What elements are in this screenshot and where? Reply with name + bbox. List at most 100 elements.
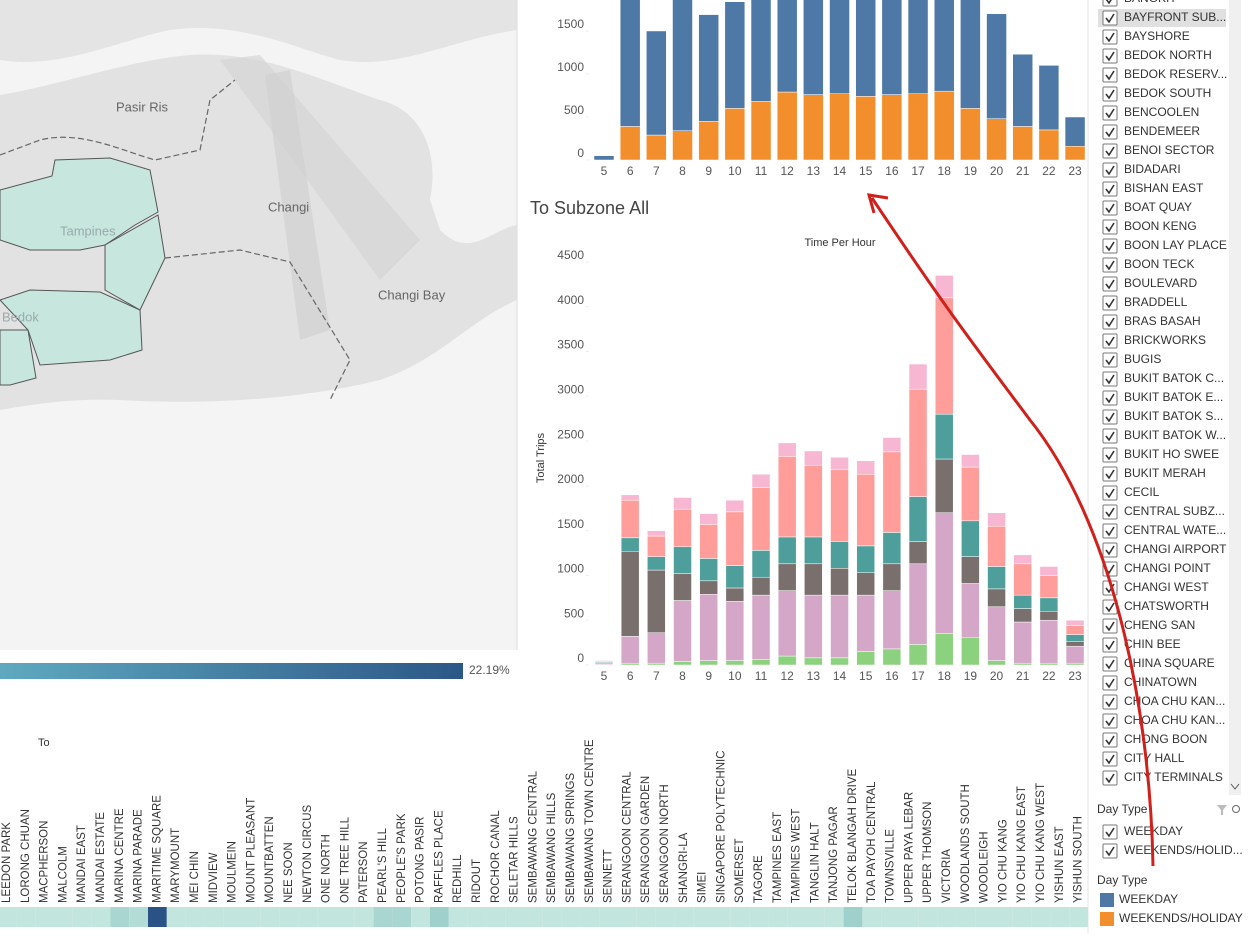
- filter-item[interactable]: BUKIT BATOK S...: [1124, 409, 1223, 423]
- filter-item[interactable]: BRADDELL: [1124, 295, 1188, 309]
- heatmap-cell[interactable]: [0, 907, 17, 927]
- filter-item[interactable]: BIDADARI: [1124, 162, 1181, 176]
- checkbox[interactable]: [1102, 770, 1118, 786]
- heatmap-cell[interactable]: [373, 907, 393, 927]
- filter-item[interactable]: BANGKIT: [1124, 0, 1177, 5]
- checkbox[interactable]: [1102, 371, 1118, 387]
- checkbox[interactable]: [1102, 485, 1118, 501]
- heatmap-cell[interactable]: [91, 907, 111, 927]
- filter-item[interactable]: BUKIT BATOK C...: [1124, 371, 1224, 385]
- heatmap-cell[interactable]: [467, 907, 487, 927]
- heatmap-cell[interactable]: [843, 907, 863, 927]
- filter-item[interactable]: BUGIS: [1124, 352, 1161, 366]
- heatmap-cell[interactable]: [599, 907, 618, 927]
- checkbox[interactable]: [1102, 181, 1118, 197]
- checkbox[interactable]: [1102, 447, 1118, 463]
- heatmap-cell[interactable]: [72, 907, 92, 927]
- heatmap-cell[interactable]: [54, 907, 73, 927]
- heatmap-cell[interactable]: [298, 907, 318, 927]
- filter-item[interactable]: BOULEVARD: [1124, 276, 1197, 290]
- filter-item[interactable]: CHANGI POINT: [1124, 561, 1211, 575]
- filter-item[interactable]: BUKIT HO SWEE: [1124, 447, 1219, 461]
- scrollbar[interactable]: [1229, 0, 1241, 795]
- filter-item[interactable]: BOON TECK: [1124, 257, 1194, 271]
- checkbox[interactable]: [1102, 295, 1118, 311]
- checkbox[interactable]: [1102, 333, 1118, 349]
- filter-item[interactable]: CHANGI WEST: [1124, 580, 1209, 594]
- checkbox[interactable]: [1102, 276, 1118, 292]
- checkbox[interactable]: [1102, 428, 1118, 444]
- checkbox[interactable]: [1102, 105, 1118, 121]
- heatmap-cell[interactable]: [956, 907, 976, 927]
- filter-item[interactable]: CENTRAL SUBZ...: [1124, 504, 1225, 518]
- heatmap-cell[interactable]: [392, 907, 412, 927]
- filter-item[interactable]: BUKIT BATOK W...: [1124, 428, 1226, 442]
- heatmap-cell[interactable]: [900, 907, 919, 927]
- heatmap-cell[interactable]: [881, 907, 900, 927]
- checkbox[interactable]: [1102, 219, 1118, 235]
- heatmap-cell[interactable]: [317, 907, 336, 927]
- filter-item[interactable]: CHINATOWN: [1124, 675, 1197, 689]
- filter-item[interactable]: CHANGI AIRPORT: [1124, 542, 1227, 556]
- checkbox[interactable]: [1102, 542, 1118, 558]
- filter-item[interactable]: CHIN BEE: [1124, 637, 1181, 651]
- checkbox[interactable]: [1102, 10, 1118, 26]
- heatmap-cell[interactable]: [806, 907, 825, 927]
- heatmap-cell[interactable]: [16, 907, 36, 927]
- heatmap-cell[interactable]: [336, 907, 355, 927]
- heatmap-cell[interactable]: [768, 907, 788, 927]
- heatmap-cell[interactable]: [223, 907, 242, 927]
- filter-item[interactable]: CENTRAL WATE...: [1124, 523, 1226, 537]
- heatmap-cell[interactable]: [636, 907, 656, 927]
- heatmap-cell[interactable]: [110, 907, 130, 927]
- filter-item[interactable]: CHINA SQUARE: [1124, 656, 1215, 670]
- heatmap-cell[interactable]: [1050, 907, 1070, 927]
- checkbox[interactable]: [1102, 200, 1118, 216]
- checkbox[interactable]: [1102, 314, 1118, 330]
- checkbox[interactable]: [1102, 732, 1118, 748]
- checkbox[interactable]: [1102, 257, 1118, 273]
- heatmap-cell[interactable]: [561, 907, 581, 927]
- heatmap-cell[interactable]: [655, 907, 675, 927]
- checkbox[interactable]: [1102, 124, 1118, 140]
- checkbox[interactable]: [1102, 751, 1118, 767]
- checkbox[interactable]: [1102, 352, 1118, 368]
- filter-item[interactable]: BENCOOLEN: [1124, 105, 1199, 119]
- checkbox[interactable]: [1102, 0, 1118, 7]
- heatmap-cell[interactable]: [975, 907, 994, 927]
- checkbox[interactable]: [1102, 86, 1118, 102]
- heatmap-cell[interactable]: [542, 907, 562, 927]
- heatmap-cell[interactable]: [787, 907, 806, 927]
- filter-item[interactable]: BENOI SECTOR: [1124, 143, 1215, 157]
- filter-item[interactable]: BISHAN EAST: [1124, 181, 1204, 195]
- heatmap-cell[interactable]: [148, 907, 167, 927]
- heatmap-cell[interactable]: [524, 907, 543, 927]
- heatmap-cell[interactable]: [448, 907, 468, 927]
- filter-item[interactable]: CHENG SAN: [1124, 618, 1195, 632]
- heatmap-cell[interactable]: [166, 907, 186, 927]
- heatmap-cell[interactable]: [918, 907, 938, 927]
- heatmap-cell[interactable]: [1012, 907, 1032, 927]
- heatmap-cell[interactable]: [712, 907, 731, 927]
- filter-item[interactable]: CHOA CHU KAN...: [1124, 694, 1225, 708]
- filter-item[interactable]: BUKIT MERAH: [1124, 466, 1206, 480]
- filter-item[interactable]: BEDOK NORTH: [1124, 48, 1212, 62]
- checkbox[interactable]: [1102, 162, 1118, 178]
- filter-item[interactable]: BEDOK RESERV...: [1124, 67, 1227, 81]
- scroll-arrow[interactable]: [1230, 783, 1240, 790]
- heatmap-cell[interactable]: [580, 907, 600, 927]
- heatmap-cell[interactable]: [730, 907, 750, 927]
- search-icon[interactable]: [1232, 805, 1240, 813]
- filter-item[interactable]: BOAT QUAY: [1124, 200, 1192, 214]
- filter-item[interactable]: WEEKDAY: [1124, 824, 1183, 838]
- heatmap-cell[interactable]: [204, 907, 224, 927]
- checkbox[interactable]: [1102, 656, 1118, 672]
- heatmap-cell[interactable]: [674, 907, 694, 927]
- checkbox[interactable]: [1102, 409, 1118, 425]
- checkbox[interactable]: [1102, 29, 1118, 45]
- heatmap-cell[interactable]: [411, 907, 430, 927]
- filter-item[interactable]: WEEKENDS/HOLID...: [1124, 843, 1243, 857]
- heatmap-cell[interactable]: [185, 907, 205, 927]
- heatmap-cell[interactable]: [279, 907, 299, 927]
- heatmap-cell[interactable]: [824, 907, 844, 927]
